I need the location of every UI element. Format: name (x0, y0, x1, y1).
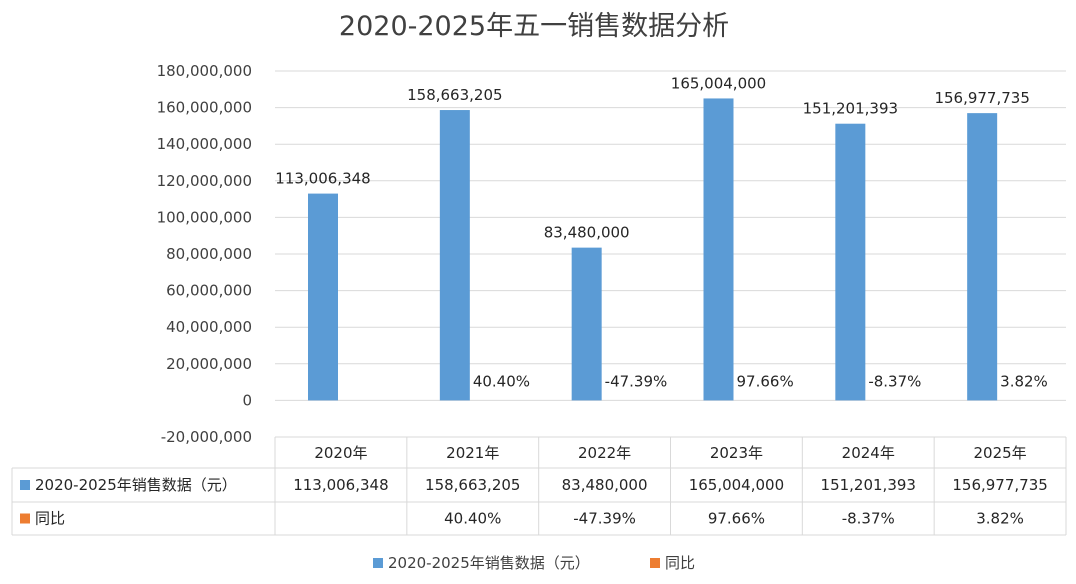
bar-value-label: 113,006,348 (275, 170, 370, 188)
legend: 2020-2025年销售数据（元） 同比 (373, 554, 695, 572)
table-header-cell: 2023年 (710, 444, 763, 462)
y-tick-label: 40,000,000 (166, 318, 252, 336)
table-cell: 165,004,000 (689, 476, 784, 494)
bar-2024年[interactable] (835, 123, 866, 401)
table-cell: 158,663,205 (425, 476, 520, 494)
table-cell: 3.82% (976, 510, 1024, 528)
grid (275, 70, 1066, 438)
table-cell: 40.40% (444, 510, 501, 528)
table-cell: 156,977,735 (952, 476, 1047, 494)
table-header-cell: 2022年 (578, 444, 631, 462)
yoy-value-label: 3.82% (1000, 372, 1048, 390)
table-header-cell: 2024年 (842, 444, 895, 462)
bar-value-label: 165,004,000 (671, 74, 766, 92)
table-series-swatch (20, 513, 30, 524)
bars (308, 98, 998, 401)
y-tick-label: 80,000,000 (166, 245, 252, 263)
legend-item[interactable]: 2020-2025年销售数据（元） (388, 554, 590, 572)
y-tick-label: 20,000,000 (166, 355, 252, 373)
bar-2025年[interactable] (967, 113, 998, 401)
bar-2023年[interactable] (703, 98, 734, 401)
table-header-cell: 2020年 (314, 444, 367, 462)
bar-value-label: 83,480,000 (544, 224, 630, 242)
data-labels: 113,006,348 158,663,205 83,480,000 165,004,… (275, 74, 1048, 390)
table-cell: 83,480,000 (562, 476, 648, 494)
table-series-name: 2020-2025年销售数据（元） (35, 476, 237, 494)
yoy-value-label: -8.37% (868, 372, 921, 390)
yoy-value-label: 97.66% (737, 372, 794, 390)
bar-2020年[interactable] (308, 193, 338, 401)
y-tick-label: 100,000,000 (157, 208, 252, 226)
yoy-value-label: 40.40% (473, 372, 530, 390)
y-tick-label: 60,000,000 (166, 282, 252, 300)
table-cell: 113,006,348 (293, 476, 388, 494)
y-tick-label: 140,000,000 (157, 135, 252, 153)
bar-value-label: 158,663,205 (407, 86, 502, 104)
bar-2022年[interactable] (571, 247, 602, 401)
bar-2021年[interactable] (439, 110, 470, 401)
chart-title: 2020-2025年五一销售数据分析 (339, 11, 729, 42)
table-header-cell: 2025年 (973, 444, 1026, 462)
table-cell: -47.39% (573, 510, 636, 528)
table-cell: -8.37% (842, 510, 895, 528)
legend-swatch (373, 558, 383, 568)
table-cell: 97.66% (708, 510, 765, 528)
y-tick-label: 0 (242, 391, 252, 409)
data-table: 2020年 2021年 2022年 2023年 2024年 2025年 2020-2025年… (11, 436, 1067, 536)
table-cell: 151,201,393 (821, 476, 916, 494)
bar-value-label: 156,977,735 (934, 89, 1029, 107)
legend-swatch (650, 558, 660, 568)
y-axis: -20,000,000 0 20,000,000 40,000,000 60,000,0… (157, 62, 252, 446)
y-tick-label: 160,000,000 (157, 99, 252, 117)
table-header-cell: 2021年 (446, 444, 499, 462)
y-tick-label: -20,000,000 (161, 428, 252, 446)
y-tick-label: 180,000,000 (157, 62, 252, 80)
yoy-value-label: -47.39% (605, 372, 668, 390)
table-series-name: 同比 (35, 510, 65, 528)
table-series-swatch (20, 480, 30, 490)
y-tick-label: 120,000,000 (157, 172, 252, 190)
legend-item[interactable]: 同比 (665, 554, 695, 572)
bar-value-label: 151,201,393 (803, 100, 898, 118)
